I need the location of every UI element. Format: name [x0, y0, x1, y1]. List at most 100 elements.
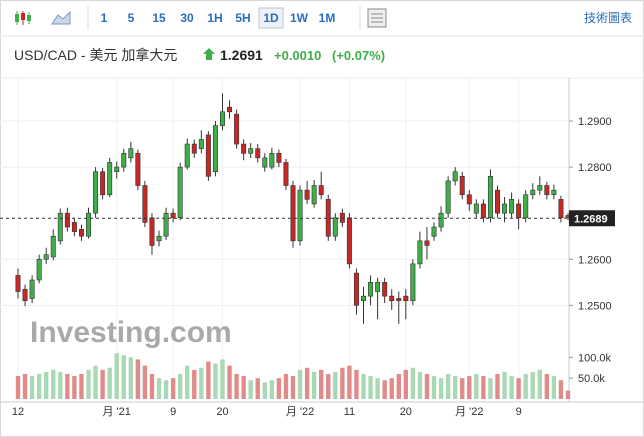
volume-bar	[248, 380, 253, 399]
candle-body	[71, 222, 77, 232]
candle-body	[509, 199, 515, 214]
volume-bar	[516, 378, 521, 399]
y-tick-label: 1.2800	[578, 162, 612, 174]
volume-bar	[156, 378, 162, 399]
candle-body	[86, 212, 91, 237]
candle-body	[107, 162, 113, 196]
volume-bar	[297, 369, 303, 399]
volume-bar	[304, 367, 310, 399]
volume-bar	[558, 380, 564, 399]
volume-bar	[502, 371, 507, 399]
volume-bar	[460, 378, 465, 399]
volume-bar	[58, 371, 63, 399]
candle-body	[142, 185, 148, 223]
interval-button[interactable]: 1W	[290, 11, 309, 25]
interval-button[interactable]: 5	[128, 11, 135, 25]
candle-body	[198, 139, 204, 149]
area-icon[interactable]	[51, 10, 71, 25]
volume-bar	[199, 367, 204, 399]
volume-bar	[445, 374, 451, 399]
volume-bar	[347, 365, 352, 399]
volume-bar	[290, 376, 296, 399]
candle-body	[135, 152, 141, 186]
volume-bar	[149, 374, 155, 399]
tools-link[interactable]: 技術圖表	[584, 11, 632, 25]
x-tick-label: 20	[400, 406, 412, 418]
candle-body	[487, 176, 493, 219]
volume-bar	[163, 380, 169, 399]
x-tick-label: 月 '22	[455, 406, 483, 418]
candle-body	[438, 212, 444, 228]
volume-bar	[319, 369, 324, 399]
candle-body	[304, 189, 310, 200]
candle-body	[516, 203, 522, 219]
x-tick-label: 9	[170, 406, 176, 418]
interval-button[interactable]: 1H	[207, 11, 222, 25]
candle-body	[220, 111, 225, 126]
interval-button[interactable]: 1D	[263, 11, 279, 25]
y-tick-label: 1.2500	[578, 300, 612, 312]
candle-body	[445, 180, 451, 214]
candle-body	[114, 166, 120, 173]
volume-bar	[467, 376, 472, 399]
candle-body	[163, 212, 169, 237]
volume-bar	[424, 374, 430, 399]
interval-button[interactable]: 15	[152, 11, 166, 25]
interval-button[interactable]: 1M	[319, 11, 336, 25]
candle-body	[318, 185, 324, 196]
y-tick-label: 1.2600	[578, 254, 612, 266]
interval-button[interactable]: 5H	[235, 11, 250, 25]
change: +0.0010	[274, 48, 321, 63]
volume-bar	[36, 374, 42, 399]
candle-body	[255, 148, 261, 159]
candle-body	[368, 282, 374, 297]
candle-body	[361, 295, 366, 302]
candle-body	[234, 113, 240, 145]
volume-bar	[382, 380, 387, 399]
candle-body	[495, 189, 500, 214]
toolbar: 技術圖表	[12, 6, 632, 30]
volume-bar	[438, 378, 444, 399]
volume-bar	[481, 376, 486, 399]
candle-body	[410, 263, 416, 302]
candle-body	[297, 189, 303, 242]
volume-bar	[276, 378, 282, 399]
candle-body	[15, 275, 21, 292]
volume-bar	[326, 374, 331, 399]
x-tick-label: 11	[344, 406, 355, 418]
interval-button[interactable]: 1	[101, 11, 108, 25]
candle-body	[212, 125, 218, 173]
volume-bar	[135, 359, 141, 399]
x-tick-label: 9	[516, 406, 522, 418]
volume-bar	[361, 374, 366, 399]
candle-body	[128, 148, 134, 159]
volume-bar	[551, 376, 557, 399]
candle-body	[262, 157, 268, 168]
candle-body	[353, 272, 359, 306]
volume-bar	[544, 374, 550, 399]
volume-bar	[333, 371, 338, 399]
candle-body	[452, 171, 458, 182]
candle-body	[177, 166, 183, 219]
volume-bar	[354, 369, 359, 399]
candle-body	[170, 212, 176, 219]
candle-body	[523, 194, 529, 219]
volume-bar	[488, 378, 493, 399]
volume-bar	[213, 363, 218, 399]
candle-body	[417, 240, 423, 265]
volume-bar	[403, 369, 409, 399]
change-pct: (+0.07%)	[332, 48, 385, 63]
interval-button[interactable]: 30	[180, 11, 194, 25]
volume-bar	[22, 374, 28, 399]
price: 1.2691	[220, 47, 263, 63]
candle-body	[121, 152, 127, 168]
volume-bar	[114, 353, 119, 399]
volume-bar	[283, 374, 289, 399]
volume-tick-label: 100.0k	[578, 352, 612, 364]
candle-body	[558, 199, 564, 219]
logo: Investing.com	[30, 316, 232, 349]
candle-body	[78, 229, 84, 237]
x-tick-label: 月 '21	[103, 406, 131, 418]
